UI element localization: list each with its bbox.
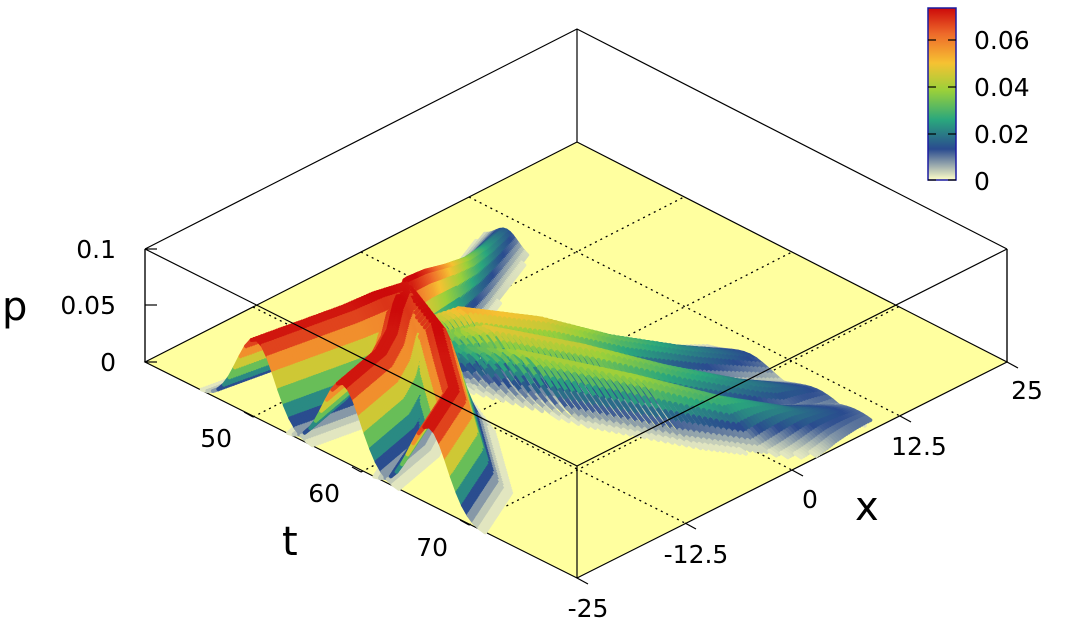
surface-ridge-6-strip — [474, 388, 486, 398]
surface-ridge-0-strip — [362, 337, 372, 359]
surface-ridge-0-strip — [354, 309, 364, 326]
surface-ridge-0-strip — [357, 322, 367, 342]
surface-ridge-0-strip — [372, 315, 382, 336]
surface-ridge-0-strip — [360, 338, 370, 360]
surface-ridge-0-strip — [369, 316, 380, 337]
surface-ridge-0-strip — [354, 323, 364, 343]
surface-ridge-0-strip — [338, 315, 349, 331]
surface-ridge-0-strip — [336, 316, 346, 332]
surface-ridge-0-strip — [343, 313, 354, 330]
surface-ridge-0-strip — [341, 314, 351, 330]
surface-ridge-0-strip — [359, 321, 369, 341]
surface-ridge-0-strip — [351, 310, 361, 327]
surface-ridge-0-strip — [369, 302, 379, 319]
surface-ridge-0-strip — [374, 300, 384, 317]
surface-ridge-0-strip — [346, 326, 357, 346]
surface-ridge-5-strip — [525, 354, 537, 371]
surface-ridge-0-strip — [366, 303, 377, 320]
surface-ridge-0-strip — [348, 311, 359, 328]
surface-ridge-0-strip — [361, 306, 371, 322]
surface-ridge-0-strip — [364, 319, 375, 339]
surface-ridge-0-strip — [351, 324, 362, 344]
surface-ridge-0-strip — [371, 301, 382, 318]
surface-ridge-0-strip — [349, 325, 359, 345]
surface-ridge-0-strip — [356, 308, 366, 325]
surface-ridge-0-strip — [364, 305, 374, 321]
surface-ridge-0-strip — [333, 316, 344, 333]
surface-ridges — [199, 227, 873, 535]
surface-ridge-5-strip — [514, 363, 526, 380]
surface-ridge-0-strip — [367, 318, 377, 338]
surface-ridge-5-strip — [487, 352, 498, 368]
surface-ridge-0-strip — [359, 307, 369, 324]
surface-ridge-0-strip — [376, 299, 387, 316]
surface-ridge-6-strip — [464, 386, 476, 395]
surface-ridge-0-strip — [346, 312, 356, 329]
surface-ridge-0-strip — [362, 320, 372, 340]
surface-ridge-4-strip — [495, 335, 506, 353]
surface-ridge-0-strip — [379, 298, 389, 315]
